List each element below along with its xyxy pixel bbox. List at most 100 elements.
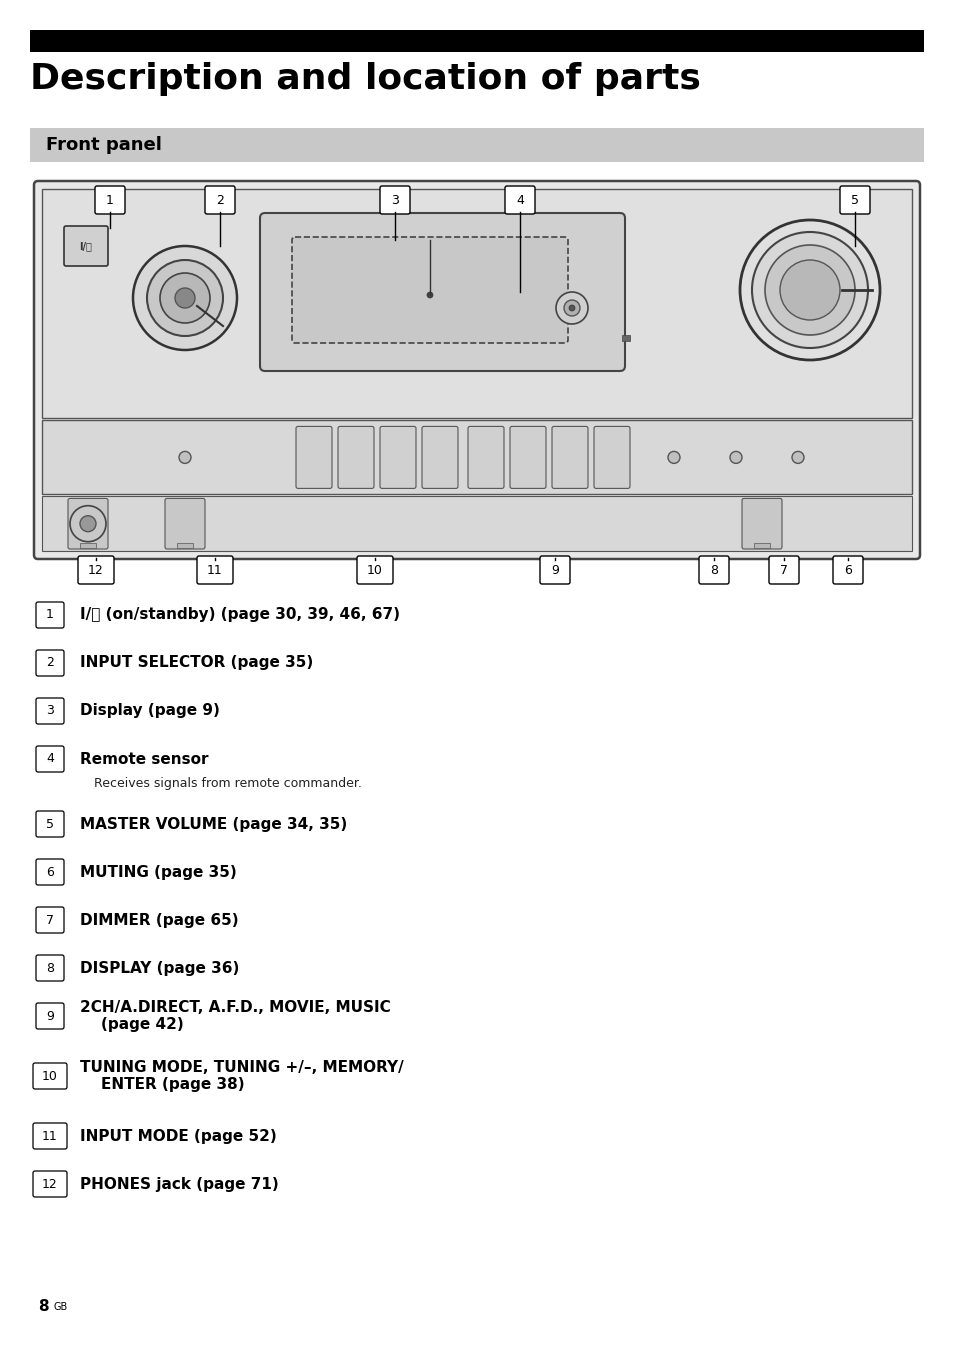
FancyBboxPatch shape [64,226,108,266]
FancyBboxPatch shape [36,1003,64,1029]
FancyBboxPatch shape [295,426,332,488]
Circle shape [667,452,679,464]
Circle shape [764,245,854,335]
FancyBboxPatch shape [699,556,728,584]
Text: 9: 9 [551,564,558,576]
Circle shape [70,506,106,542]
Text: 3: 3 [391,193,398,207]
Text: TUNING MODE, TUNING +/–, MEMORY/
    ENTER (page 38): TUNING MODE, TUNING +/–, MEMORY/ ENTER (… [80,1060,403,1092]
Text: 7: 7 [46,914,54,926]
Text: 2: 2 [215,193,224,207]
Text: 8: 8 [709,564,718,576]
Text: 10: 10 [367,564,382,576]
Text: 5: 5 [46,818,54,830]
Text: 7: 7 [780,564,787,576]
FancyBboxPatch shape [196,556,233,584]
Circle shape [740,220,879,360]
Text: DIMMER (page 65): DIMMER (page 65) [80,913,238,927]
FancyBboxPatch shape [594,426,629,488]
FancyBboxPatch shape [468,426,503,488]
Text: Display (page 9): Display (page 9) [80,703,219,718]
Text: GB: GB [54,1302,69,1311]
FancyBboxPatch shape [34,181,919,558]
FancyBboxPatch shape [337,426,374,488]
Bar [30,30,923,51]
Circle shape [132,246,236,350]
FancyBboxPatch shape [421,426,457,488]
Text: 11: 11 [42,1129,58,1142]
Text: INPUT MODE (page 52): INPUT MODE (page 52) [80,1129,276,1144]
Circle shape [563,300,579,316]
FancyBboxPatch shape [379,426,416,488]
Text: 2: 2 [46,657,54,669]
FancyBboxPatch shape [33,1063,67,1088]
FancyBboxPatch shape [36,698,64,725]
Text: 2CH/A.DIRECT, A.F.D., MOVIE, MUSIC
    (page 42): 2CH/A.DIRECT, A.F.D., MOVIE, MUSIC (page… [80,999,391,1033]
FancyBboxPatch shape [292,237,567,343]
FancyBboxPatch shape [260,214,624,370]
Bar [177,544,193,548]
Circle shape [729,452,741,464]
Text: 12: 12 [42,1178,58,1191]
Text: 4: 4 [516,193,523,207]
Text: 3: 3 [46,704,54,718]
Circle shape [174,288,194,308]
FancyBboxPatch shape [36,811,64,837]
Bar [80,544,96,548]
Circle shape [568,306,575,311]
Text: INPUT SELECTOR (page 35): INPUT SELECTOR (page 35) [80,656,313,671]
Circle shape [427,292,433,297]
FancyBboxPatch shape [36,602,64,627]
FancyBboxPatch shape [504,187,535,214]
FancyBboxPatch shape [78,556,113,584]
Text: 4: 4 [46,753,54,765]
Circle shape [179,452,191,464]
FancyBboxPatch shape [165,499,205,549]
Text: I/⏻ (on/standby) (page 30, 39, 46, 67): I/⏻ (on/standby) (page 30, 39, 46, 67) [80,607,399,622]
Text: 1: 1 [46,608,54,622]
Bar [30,128,923,162]
FancyBboxPatch shape [36,907,64,933]
FancyBboxPatch shape [552,426,587,488]
Text: Front panel: Front panel [46,137,162,154]
FancyBboxPatch shape [768,556,799,584]
Text: PHONES jack (page 71): PHONES jack (page 71) [80,1176,278,1191]
Text: 8: 8 [46,961,54,975]
Circle shape [160,273,210,323]
Text: 1: 1 [106,193,113,207]
Circle shape [751,233,867,347]
FancyBboxPatch shape [36,955,64,982]
Text: Receives signals from remote commander.: Receives signals from remote commander. [94,777,361,790]
FancyBboxPatch shape [36,859,64,886]
Circle shape [780,260,840,320]
Text: Remote sensor: Remote sensor [80,752,209,767]
FancyBboxPatch shape [36,746,64,772]
Bar [42,189,911,418]
FancyBboxPatch shape [33,1171,67,1197]
FancyBboxPatch shape [832,556,862,584]
Text: DISPLAY (page 36): DISPLAY (page 36) [80,960,239,976]
Bar [42,420,911,495]
Circle shape [147,260,223,337]
Text: MUTING (page 35): MUTING (page 35) [80,864,236,880]
Bar [42,496,911,552]
Text: 9: 9 [46,1010,54,1022]
Text: 6: 6 [46,865,54,879]
FancyBboxPatch shape [68,499,108,549]
Circle shape [80,515,96,531]
FancyBboxPatch shape [33,1124,67,1149]
Text: 5: 5 [850,193,858,207]
FancyBboxPatch shape [510,426,545,488]
Text: 6: 6 [843,564,851,576]
Text: 10: 10 [42,1069,58,1083]
Text: 8: 8 [38,1299,49,1314]
Text: Description and location of parts: Description and location of parts [30,62,700,96]
FancyBboxPatch shape [95,187,125,214]
Circle shape [791,452,803,464]
Circle shape [556,292,587,324]
Text: MASTER VOLUME (page 34, 35): MASTER VOLUME (page 34, 35) [80,817,347,831]
Text: 11: 11 [207,564,223,576]
FancyBboxPatch shape [356,556,393,584]
Bar [621,335,629,341]
FancyBboxPatch shape [840,187,869,214]
